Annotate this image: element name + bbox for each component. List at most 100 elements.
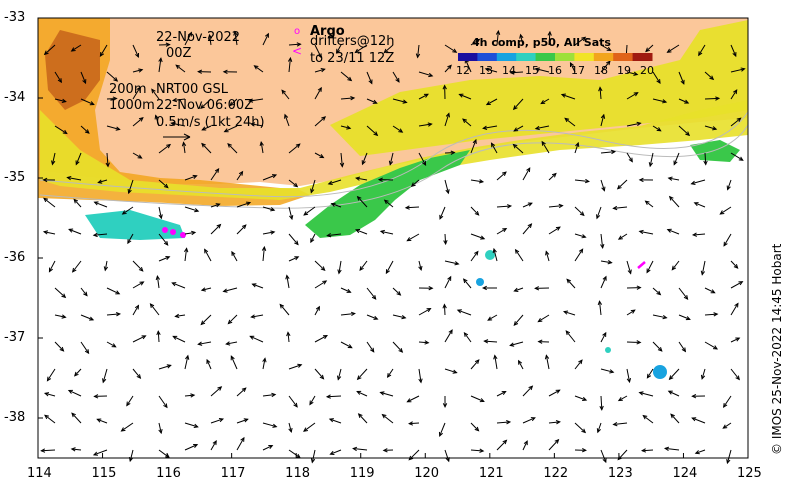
y-tick-label: -33 [4,10,26,25]
current-vector [670,413,680,424]
current-vector [560,93,576,100]
current-vector [626,285,642,290]
current-vector [496,420,512,425]
depth-1000-label: 1000m [109,98,155,113]
current-vector [383,199,394,208]
current-vector [626,368,632,384]
current-vector [227,314,238,325]
current-vector [80,125,90,134]
current-vector [574,206,585,217]
current-vector [730,117,742,127]
current-vector [700,368,706,380]
current-vector [616,179,628,190]
current-vector [596,422,602,434]
current-vector [279,303,290,316]
current-vector [236,201,252,208]
x-tick-label: 123 [607,466,633,481]
current-vector [600,233,605,249]
current-vector [377,177,394,182]
current-vector [564,117,576,127]
current-vector [197,69,212,74]
current-vector [470,138,477,154]
current-vector [509,341,524,347]
current-vector [184,206,200,213]
date-label: 22-Nov-2022 [156,30,241,45]
current-vector [71,412,82,424]
current-vector [626,340,642,345]
current-vector [646,368,654,379]
current-vector [442,303,447,316]
current-vector [599,395,604,411]
current-vector [229,98,238,107]
current-vector [667,176,680,181]
current-vector [626,121,642,127]
current-vector [340,341,353,349]
current-vector [418,307,432,316]
argo-title: Argo [310,24,345,39]
current-vector [73,368,82,377]
current-vector [127,179,134,195]
current-vector [470,250,479,262]
current-vector [359,260,368,272]
current-vector [408,421,420,426]
current-vector [249,122,264,127]
current-vector [442,84,447,100]
current-vector [288,143,301,154]
current-vector [158,143,172,154]
x-tick-label: 115 [91,466,117,481]
current-vector [512,98,524,111]
x-tick-label: 120 [414,466,440,481]
current-vector [328,418,342,424]
current-vector [444,150,456,155]
current-vector [444,260,460,266]
current-vector [522,440,528,451]
current-vector [339,152,345,168]
current-vector [222,287,238,293]
colorbar-swatch [477,53,498,61]
current-vector [522,223,533,235]
current-vector [522,417,536,424]
current-vector [314,280,328,289]
current-vector [730,337,741,343]
current-vector [132,86,141,100]
current-vector [102,368,108,384]
current-vector [262,445,274,451]
current-vector [487,314,498,321]
drifters-label: drifters@12h [310,34,395,49]
current-vector [470,206,480,216]
current-vector [496,391,507,397]
current-vector [288,395,298,408]
current-vector [210,167,220,181]
current-vector [540,98,550,105]
scale-arrow [163,133,191,141]
current-vector [288,179,299,188]
current-vector [668,368,680,381]
current-vector [325,394,342,399]
current-vector [642,414,654,424]
current-vector [617,395,628,402]
current-vector [704,125,718,131]
current-vector [574,395,588,401]
current-vector [184,230,197,236]
current-vector [287,56,293,73]
sst-band-east [330,20,748,156]
sst-green-filament [305,150,470,238]
current-vector [495,29,501,46]
current-vector [132,68,144,73]
colorbar-label: 12 [456,64,470,77]
current-vector [626,152,633,163]
current-vector [462,278,472,289]
colorbar-swatch [613,53,634,61]
current-vector [132,304,140,316]
current-vector [513,314,524,326]
current-vector [80,287,88,297]
nrt-time-label: 22-Nov 06:00Z [156,98,254,113]
current-vector [303,422,316,432]
current-vector [704,312,719,317]
current-vector [96,418,108,424]
current-vector [703,152,708,166]
current-vector [105,152,110,168]
current-vector [598,86,603,100]
argo-marker-icon: o [294,26,301,37]
current-vector [574,233,587,239]
